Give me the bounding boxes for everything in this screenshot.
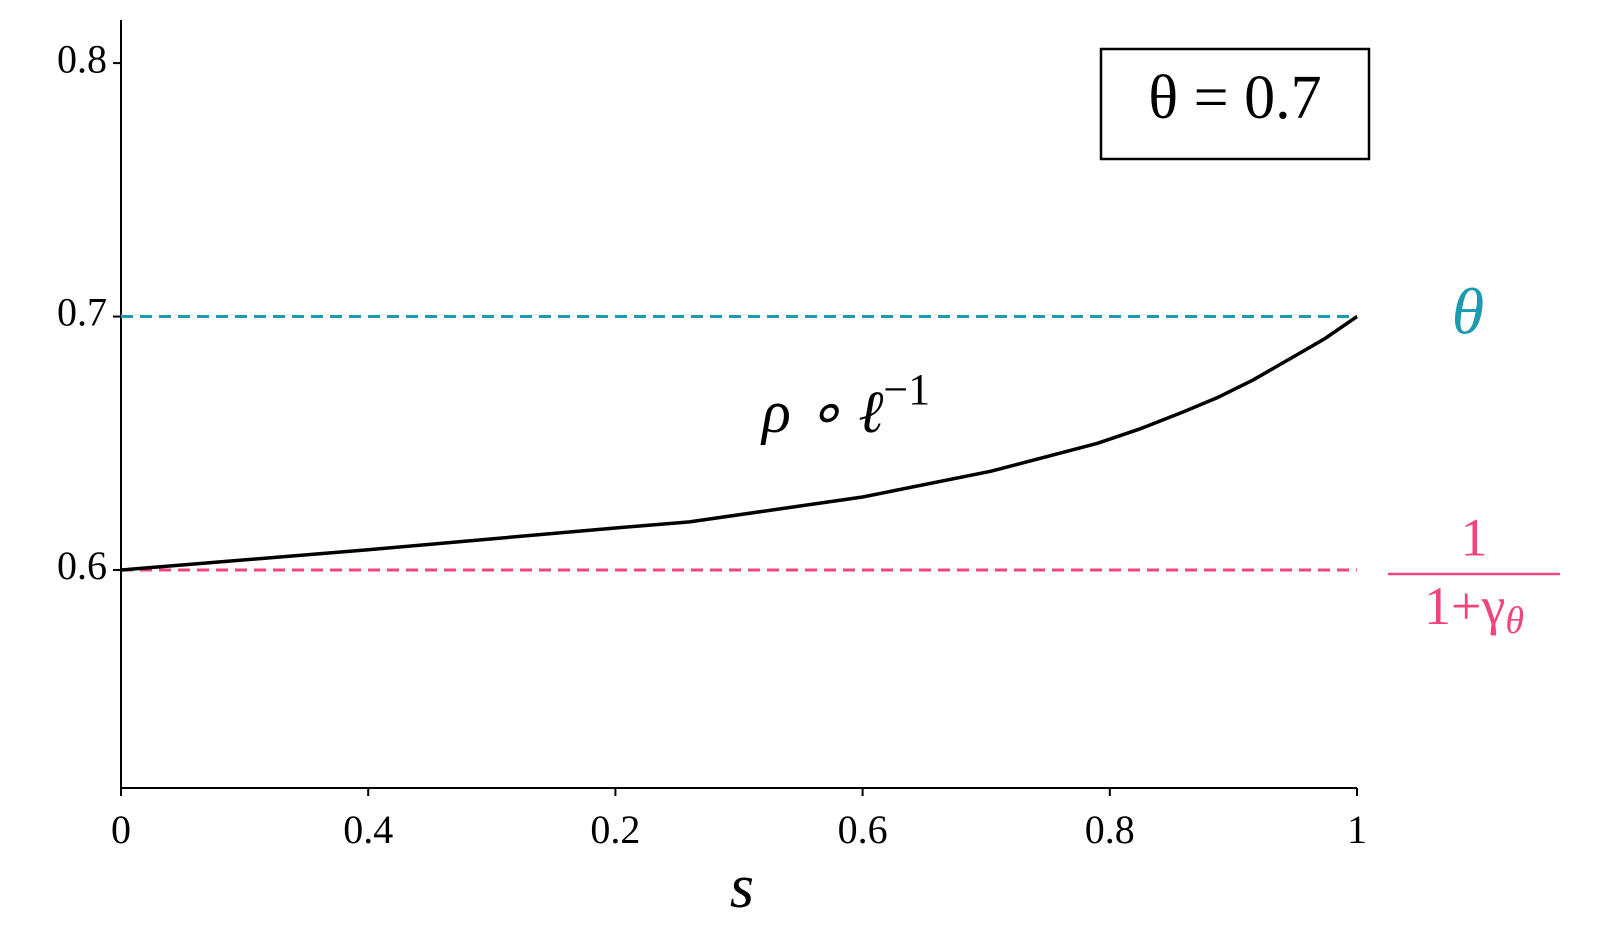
data-line bbox=[120, 315, 1358, 572]
x-tick-label: 0 bbox=[111, 807, 131, 852]
denominator-text: 1+γ bbox=[1424, 576, 1505, 636]
y-tick-label: 0.7 bbox=[57, 290, 107, 335]
x-axis-label: s bbox=[730, 853, 754, 921]
y-tick-label: 0.6 bbox=[57, 543, 107, 588]
curve-label-superscript: −1 bbox=[883, 365, 930, 414]
x-tick-label: 0.4 bbox=[343, 807, 393, 852]
y-tick-label: 0.8 bbox=[57, 36, 107, 81]
curve-label-text: ρ ∘ ℓ bbox=[760, 379, 883, 445]
denominator-subscript: θ bbox=[1505, 600, 1524, 642]
curve-label: ρ ∘ ℓ−1 bbox=[760, 365, 930, 445]
box-text: θ = 0.7 bbox=[1148, 64, 1321, 132]
x-tick-label: 0.8 bbox=[1085, 807, 1135, 852]
x-tick-label: 1 bbox=[1347, 807, 1367, 852]
reference-label: θ bbox=[1452, 276, 1484, 349]
reference-label-denominator: 1+γθ bbox=[1424, 576, 1524, 641]
x-tick-label: 0.2 bbox=[590, 807, 640, 852]
reference-label-numerator: 1 bbox=[1461, 507, 1488, 567]
info-box bbox=[1099, 47, 1371, 161]
x-tick-label: 0.6 bbox=[838, 807, 888, 852]
